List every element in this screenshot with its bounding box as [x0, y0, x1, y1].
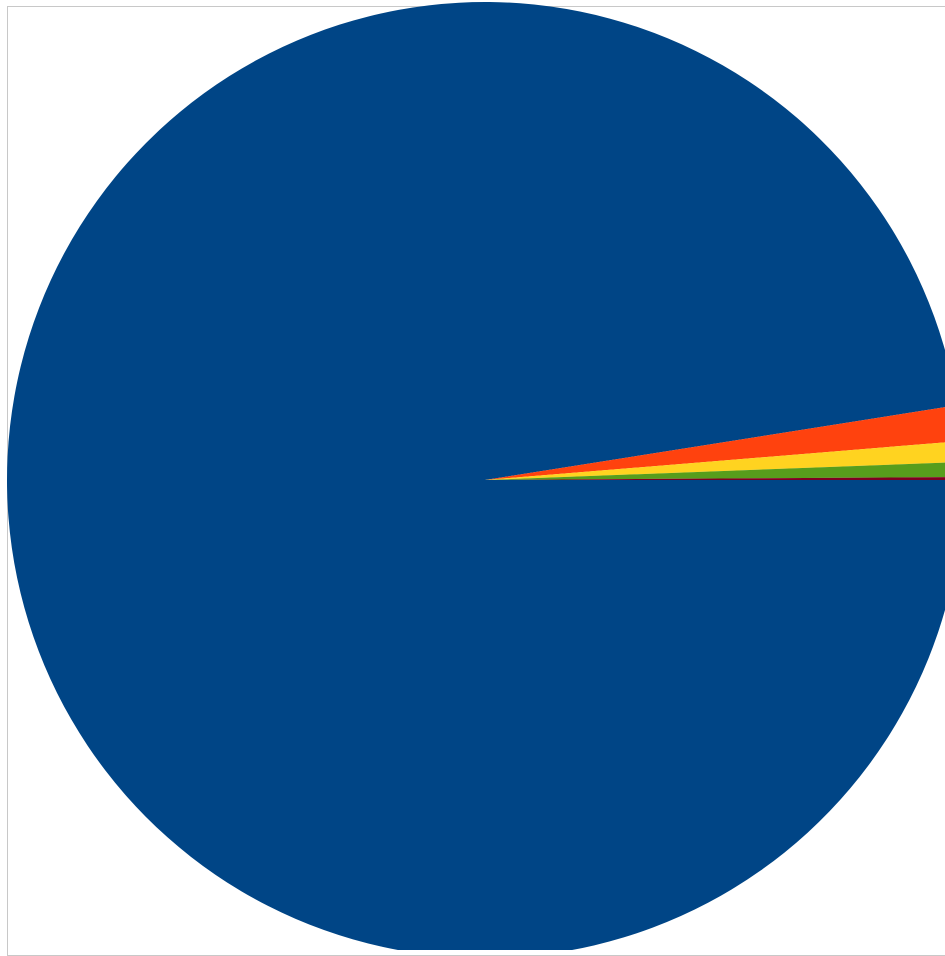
pie-slice-2: [485, 442, 945, 480]
pie-slice-4: [485, 477, 945, 480]
pie-slice-0: [7, 2, 945, 950]
pie-slice-3: [485, 462, 945, 480]
pie-slices: [7, 2, 945, 950]
pie-slice-1: [485, 407, 945, 480]
